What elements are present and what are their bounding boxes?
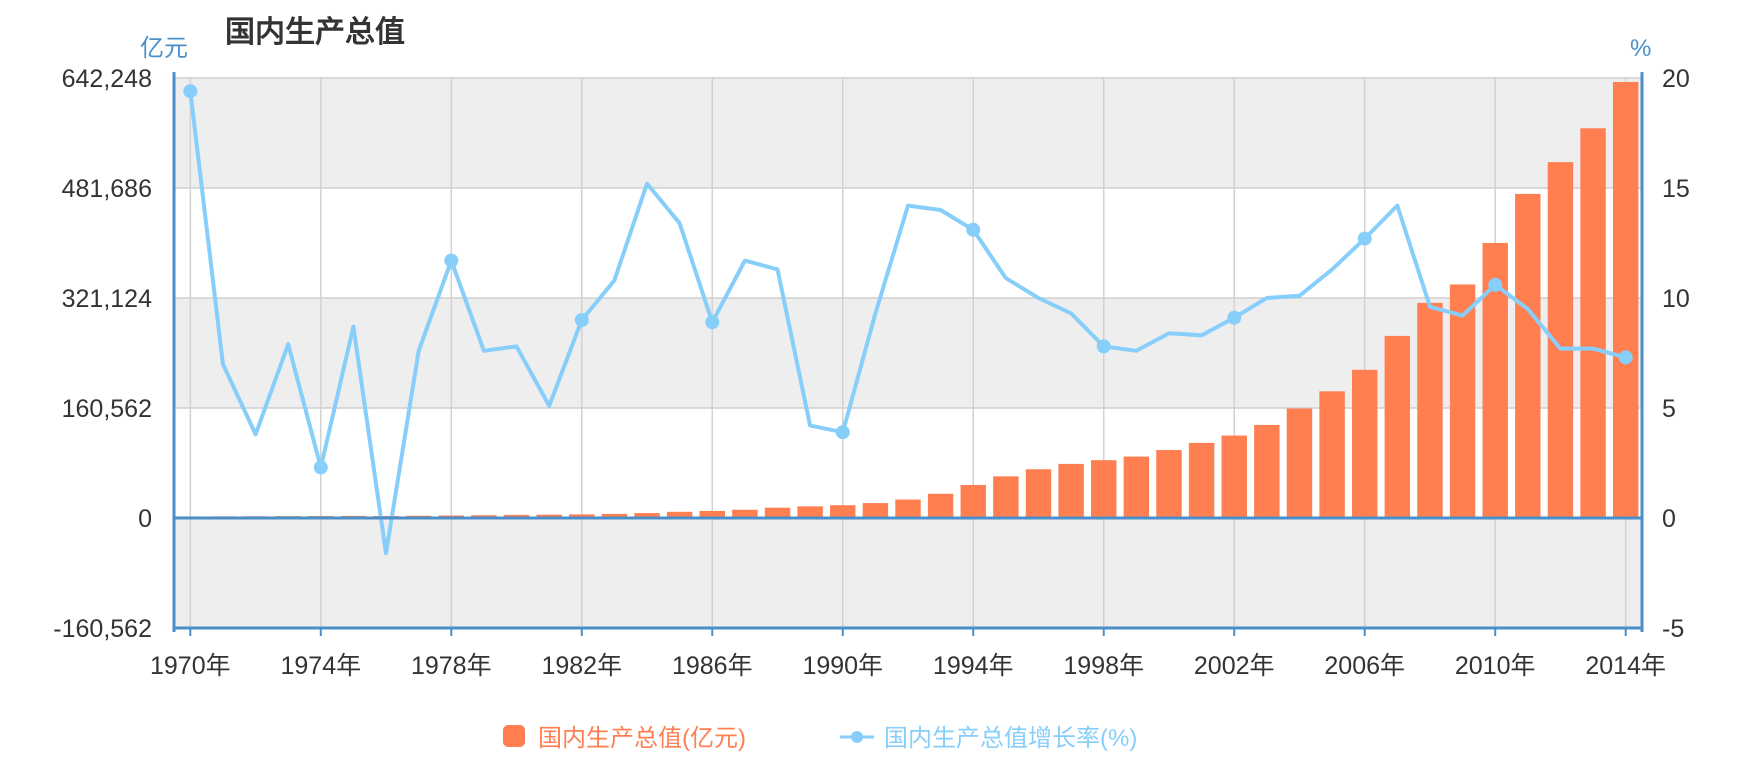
bar-gdp-2006 xyxy=(1351,369,1378,518)
bar-gdp-1989 xyxy=(797,506,823,518)
bar-series-gdp xyxy=(177,81,1639,519)
bar-gdp-1981 xyxy=(536,514,562,518)
bar-gdp-2002 xyxy=(1221,435,1247,518)
chart-title: 国内生产总值 xyxy=(225,15,405,50)
bar-gdp-2004 xyxy=(1286,408,1313,518)
plot-band xyxy=(174,518,1642,628)
bar-gdp-1990 xyxy=(830,505,856,518)
bar-gdp-1993 xyxy=(927,493,954,518)
bar-gdp-1996 xyxy=(1025,469,1052,518)
y-right-unit: % xyxy=(1630,35,1651,62)
bar-gdp-1994 xyxy=(960,484,986,518)
y-right-tick-label: 0 xyxy=(1662,505,1676,533)
y-right-tick-label: 20 xyxy=(1662,65,1690,93)
y-right-tick-label: -5 xyxy=(1662,615,1684,643)
x-tick-label: 1978年 xyxy=(411,652,492,680)
y-right-tick-label: 10 xyxy=(1662,285,1690,313)
bar-gdp-1983 xyxy=(601,513,628,518)
bar-gdp-1995 xyxy=(993,476,1019,518)
bar-gdp-2003 xyxy=(1254,424,1280,518)
bar-gdp-1984 xyxy=(634,513,660,518)
bar-gdp-2007 xyxy=(1384,335,1411,518)
bar-gdp-2008 xyxy=(1417,302,1443,518)
y-right-tick-label: 15 xyxy=(1662,175,1690,203)
line-growth-path xyxy=(188,89,1628,556)
point-growth-1986 xyxy=(705,315,720,330)
bar-gdp-2013 xyxy=(1580,128,1606,518)
point-growth-1982 xyxy=(574,313,589,327)
x-tick-label: 2010年 xyxy=(1455,652,1536,680)
point-growth-1994 xyxy=(966,222,981,237)
x-tick-label: 2002年 xyxy=(1194,652,1275,680)
bar-gdp-2011 xyxy=(1515,193,1541,519)
x-tick-label: 2014年 xyxy=(1585,652,1666,680)
y-left-tick-label: 642,248 xyxy=(62,65,152,93)
point-growth-1990 xyxy=(835,425,850,440)
point-growth-1974 xyxy=(313,460,328,475)
x-tick-label: 1974年 xyxy=(280,652,361,680)
bar-gdp-2009 xyxy=(1449,284,1476,518)
bar-gdp-1980 xyxy=(503,514,530,518)
x-tick-label: 1970年 xyxy=(150,652,231,680)
point-growth-1998 xyxy=(1096,339,1111,354)
x-tick-label: 1982年 xyxy=(541,652,622,680)
point-growth-1978 xyxy=(444,253,459,268)
x-tick-label: 1986年 xyxy=(672,652,753,680)
bar-gdp-2001 xyxy=(1188,442,1215,518)
bar-gdp-1999 xyxy=(1123,456,1150,518)
legend-item-gdp[interactable]: 国内生产总值(亿元) xyxy=(503,725,746,752)
y-left-tick-label: 481,686 xyxy=(62,175,152,203)
legend-item-growth[interactable]: 国内生产总值增长率(%) xyxy=(840,725,1137,752)
point-growth-2010 xyxy=(1488,277,1503,292)
point-growth-2002 xyxy=(1227,310,1242,325)
bar-gdp-2005 xyxy=(1319,391,1345,518)
bar-gdp-1982 xyxy=(569,514,595,518)
bar-gdp-2014 xyxy=(1612,81,1639,519)
axes xyxy=(172,72,1644,636)
bar-gdp-2000 xyxy=(1156,450,1182,518)
y-left-tick-label: 0 xyxy=(138,505,152,533)
point-growth-2014 xyxy=(1618,350,1633,365)
legend: 国内生产总值(亿元) 国内生产总值增长率(%) xyxy=(503,725,1137,752)
legend-label-gdp: 国内生产总值(亿元) xyxy=(538,725,746,752)
plot-band xyxy=(174,78,1642,188)
x-tick-label: 1998年 xyxy=(1063,652,1144,680)
y-left-tick-label: -160,562 xyxy=(53,615,152,643)
bar-gdp-1987 xyxy=(732,509,758,518)
bar-gdp-1998 xyxy=(1091,460,1117,518)
bar-gdp-1991 xyxy=(862,503,889,518)
line-series-growth xyxy=(183,84,1633,556)
tick-labels: 642,248481,686321,124160,5620-160,562201… xyxy=(53,65,1690,680)
x-tick-label: 2006年 xyxy=(1324,652,1405,680)
bar-gdp-1986 xyxy=(699,510,725,518)
y-left-tick-label: 321,124 xyxy=(62,285,152,313)
bar-gdp-1988 xyxy=(764,507,791,518)
bar-gdp-1997 xyxy=(1058,463,1084,518)
legend-swatch-growth-dot xyxy=(851,731,863,743)
x-tick-label: 1990年 xyxy=(802,652,883,680)
point-growth-2006 xyxy=(1357,231,1372,246)
bar-gdp-1985 xyxy=(666,511,693,518)
y-left-tick-label: 160,562 xyxy=(62,395,152,423)
y-left-unit: 亿元 xyxy=(140,35,188,62)
bar-gdp-1992 xyxy=(895,499,921,518)
x-tick-label: 1994年 xyxy=(933,652,1014,680)
point-growth-1970 xyxy=(183,84,198,99)
legend-swatch-gdp xyxy=(503,725,525,747)
y-right-tick-label: 5 xyxy=(1662,395,1676,423)
legend-label-growth: 国内生产总值增长率(%) xyxy=(884,725,1137,752)
